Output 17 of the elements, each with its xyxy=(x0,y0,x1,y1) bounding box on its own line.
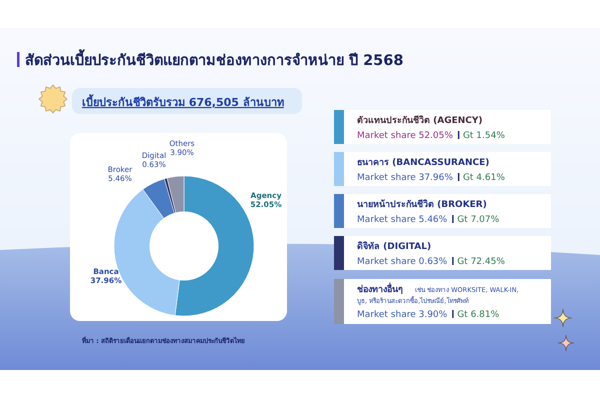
text: นายหน้าประกันชีวิต (BROKER) xyxy=(357,199,487,210)
text: Gt 4.61% xyxy=(462,173,506,183)
text: Market share 0.63% xyxy=(357,257,448,267)
text: ธนาคาร (BANCASSURANCE) xyxy=(357,158,490,168)
text: Market share 52.05% xyxy=(357,131,454,141)
chart-subtitle: เบี้ยประกันชีวิตรับรวม 676,505 ล้านบาท xyxy=(82,94,284,109)
text: Market share 5.46% xyxy=(357,215,448,225)
text: Gt 7.07% xyxy=(457,215,500,225)
text: Gt 72.45% xyxy=(457,257,506,267)
text: ดิจิทัล (DIGITAL) xyxy=(357,241,432,252)
text: Market share 37.96% xyxy=(357,173,454,183)
chart-title: สัดส่วนเบี้ยประกันชีวิตแยกตามช่องทางการจำหน่าย ปี 2568 xyxy=(25,49,404,69)
text: Gt 6.81% xyxy=(457,310,500,320)
text: ช่องทางอื่นๆ xyxy=(357,282,403,295)
text: ตัวแทนประกันชีวิต (AGENCY) xyxy=(357,115,483,126)
text: Market share 3.90% xyxy=(357,310,448,320)
text: Gt 1.54% xyxy=(462,131,506,141)
